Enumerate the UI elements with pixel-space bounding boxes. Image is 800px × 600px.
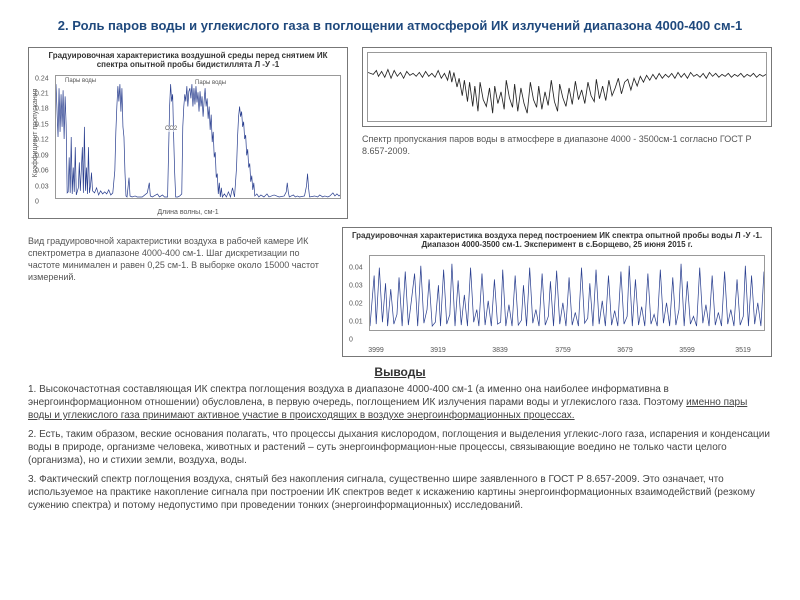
chart-1-anno-2: Пары воды [194,80,227,86]
ytick: 0 [35,198,39,205]
xtick: 3919 [430,347,446,354]
ytick: 0.12 [35,136,49,143]
chart-1-xlabel: Длина волны, см-1 [157,209,218,216]
ytick: 0.03 [349,282,363,289]
xtick: 3599 [679,347,695,354]
chart-2-plot [367,52,767,122]
chart-3-plot [369,255,765,331]
row-2: Вид градуировочной характеристики воздух… [28,227,772,357]
xtick: 3679 [617,347,633,354]
chart-2-container: Спектр пропускания паров воды в атмосфер… [362,47,772,219]
ytick: 0.24 [35,75,49,82]
ytick: 0.15 [35,121,49,128]
conclusion-1: 1. Высокочастотная составляющая ИК спект… [28,383,772,422]
ytick: 0.02 [349,300,363,307]
ytick: 0.01 [349,318,363,325]
ytick: 0.18 [35,105,49,112]
chart-1: Градуировочная характеристика воздушной … [28,47,348,219]
page-title: 2. Роль паров воды и углекислого газа в … [28,18,772,35]
ytick: 0.09 [35,152,49,159]
xtick: 3999 [368,347,384,354]
ytick: 0.21 [35,90,49,97]
conclusion-2: 2. Есть, таким образом, веские основания… [28,428,772,467]
chart-1-ylabel: Коэффициент пропускания [32,89,39,178]
chart-1-title: Градуировочная характеристика воздушной … [29,48,347,73]
row-1: Градуировочная характеристика воздушной … [28,47,772,219]
chart-3: Градуировочная характеристика воздуха пе… [342,227,772,357]
ytick: 0.06 [35,167,49,174]
xtick: 3519 [735,347,751,354]
chart-2-caption: Спектр пропускания паров воды в атмосфер… [362,133,772,157]
xtick: 3839 [492,347,508,354]
chart-1-anno-3: СО2 [164,126,178,132]
xtick: 3759 [555,347,571,354]
chart-1-plot: Пары воды Пары воды СО2 [55,75,341,199]
ytick: 0 [349,336,353,343]
ytick: 0.04 [349,264,363,271]
chart-3-title: Градуировочная характеристика воздуха пе… [343,228,771,253]
ytick: 0.03 [35,183,49,190]
conclusions-header: Выводы [28,365,772,379]
chart-2 [362,47,772,127]
conclusion-1a: 1. Высокочастотная составляющая ИК спект… [28,384,686,408]
chart-1-anno-1: Пары воды [64,78,97,84]
conclusion-3: 3. Фактический спектр поглощения воздуха… [28,473,772,512]
chart-1-caption: Вид градуировочной характеристики воздух… [28,227,328,284]
